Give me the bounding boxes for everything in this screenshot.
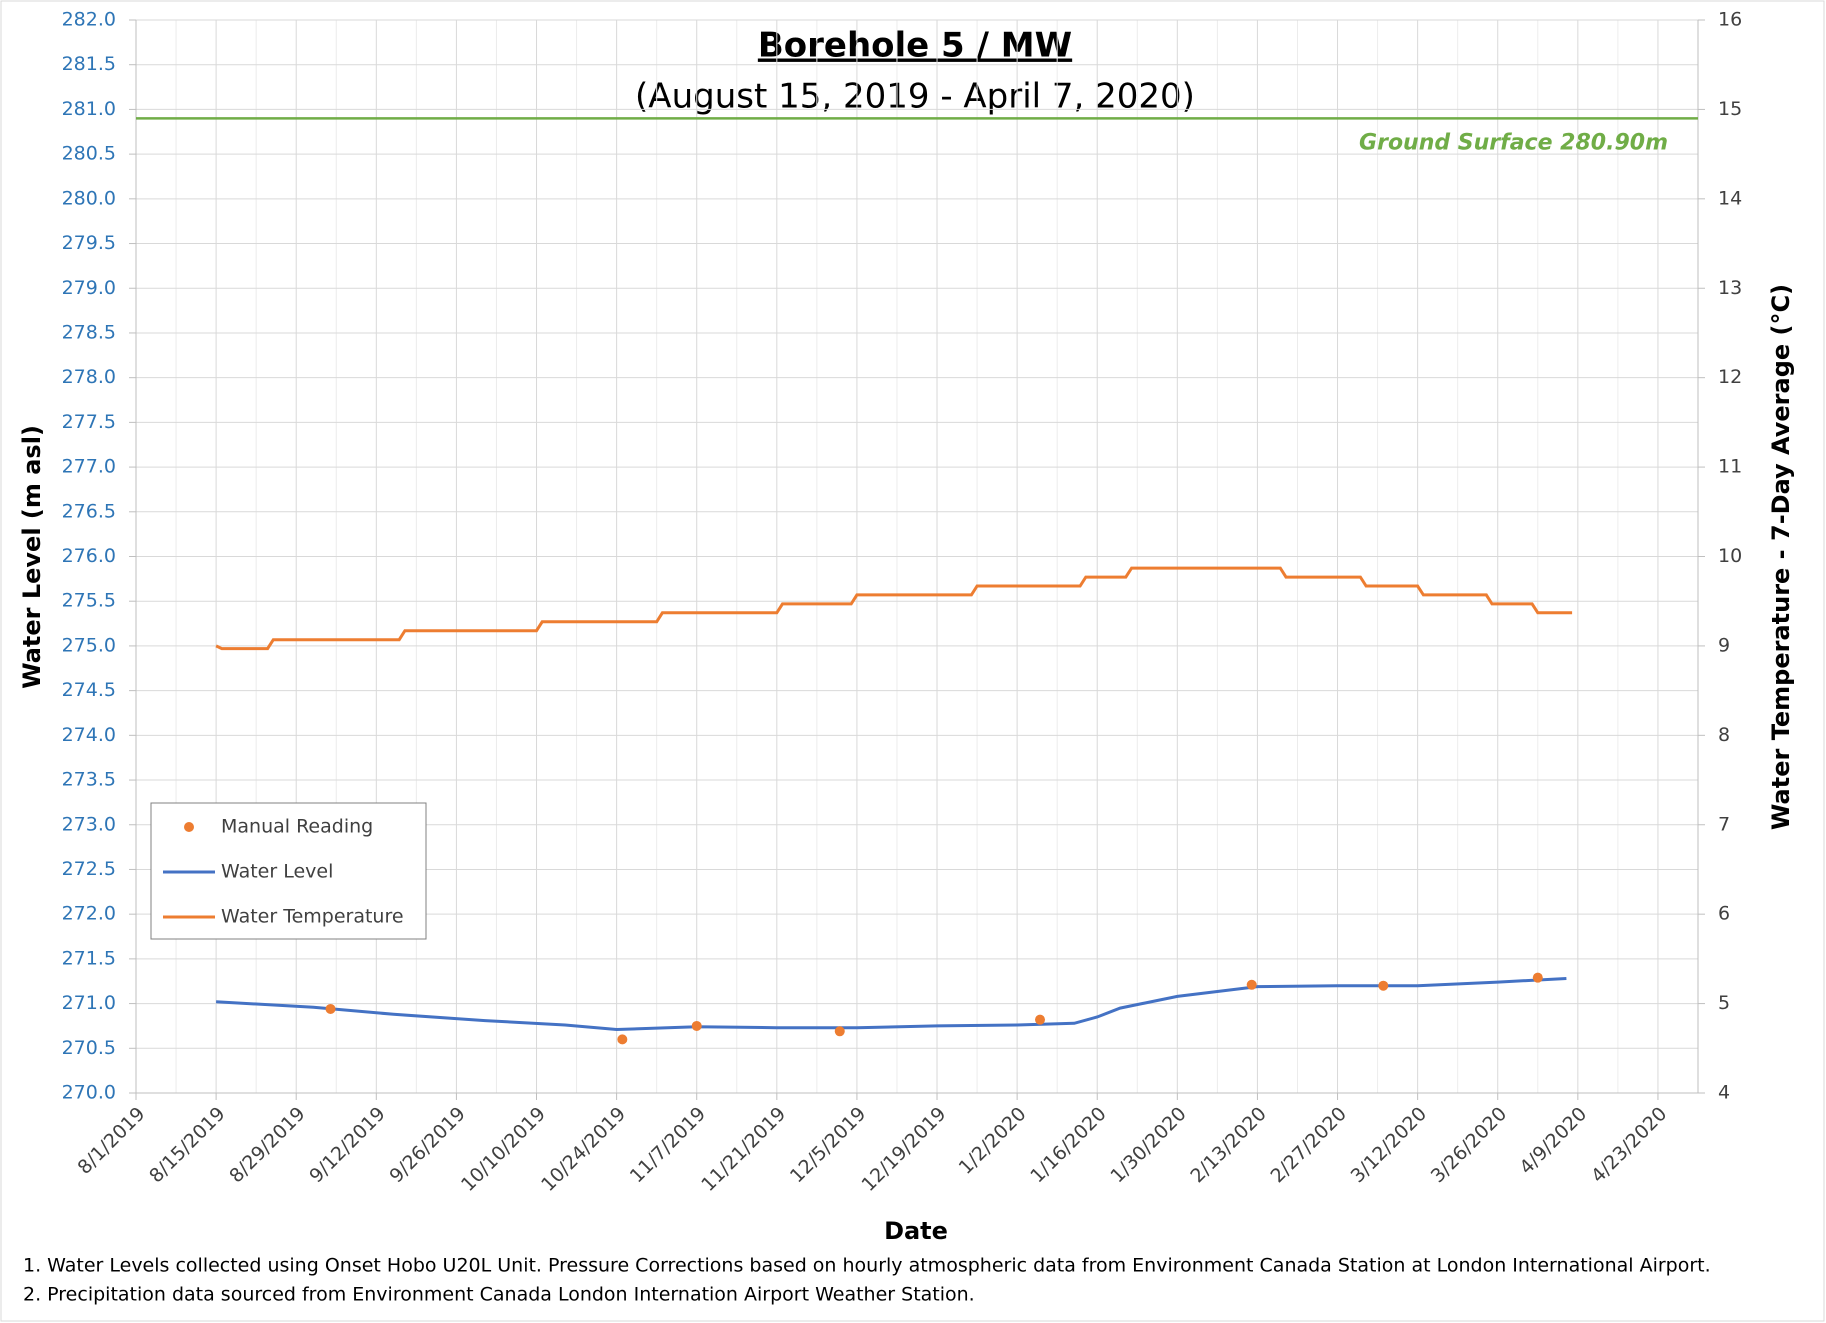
y2-tick-label: 11 (1718, 456, 1742, 478)
footnote: 2. Precipitation data sourced from Envir… (23, 1284, 975, 1306)
y2-tick-label: 16 (1718, 9, 1742, 31)
y-tick-label: 270.0 (62, 1082, 116, 1104)
y2-tick-label: 13 (1718, 277, 1742, 299)
data-line (215, 566, 1573, 651)
x-axis-title: Date (884, 1217, 948, 1245)
y-tick-label: 272.5 (62, 858, 116, 880)
reference-label: Ground Surface 280.90m (1359, 130, 1668, 155)
data-point (1246, 979, 1257, 990)
legend-marker (184, 822, 194, 832)
legend-label: Water Level (221, 861, 333, 883)
y-tick-label: 278.0 (62, 366, 116, 388)
data-point (691, 1020, 702, 1031)
y2-tick-label: 12 (1718, 366, 1742, 388)
y-tick-label: 273.0 (62, 813, 116, 835)
y-tick-label: 278.5 (62, 321, 116, 343)
data-point (1378, 980, 1389, 991)
y-axis-title: Water Level (m asl) (18, 425, 46, 689)
legend-label: Manual Reading (221, 816, 373, 838)
y-tick-label: 274.0 (62, 724, 116, 746)
data-point (834, 1026, 845, 1037)
y-tick-label: 281.5 (62, 53, 116, 75)
y-tick-label: 273.5 (62, 769, 116, 791)
y2-tick-label: 15 (1718, 98, 1742, 120)
y-tick-label: 281.0 (62, 98, 116, 120)
y2-tick-label: 10 (1718, 545, 1742, 567)
y-tick-label: 279.5 (62, 232, 116, 254)
y2-tick-label: 6 (1718, 903, 1730, 925)
y-tick-label: 276.5 (62, 500, 116, 522)
chart-title: Borehole 5 / MW (758, 26, 1072, 66)
y-tick-label: 280.0 (62, 187, 116, 209)
y2-axis-title: Water Temperature - 7-Day Average (°C) (1767, 284, 1795, 830)
y2-tick-label: 14 (1718, 187, 1742, 209)
y-tick-label: 280.5 (62, 143, 116, 165)
y2-tick-label: 4 (1718, 1082, 1730, 1104)
y-tick-label: 282.0 (62, 9, 116, 31)
y-tick-label: 271.5 (62, 947, 116, 969)
data-point (617, 1034, 628, 1045)
chart-subtitle: (August 15, 2019 - April 7, 2020) (635, 77, 1195, 117)
y-tick-label: 277.5 (62, 411, 116, 433)
y-tick-label: 274.5 (62, 679, 116, 701)
y-tick-label: 275.0 (62, 634, 116, 656)
y2-tick-label: 7 (1718, 813, 1730, 835)
footnote: 1. Water Levels collected using Onset Ho… (23, 1255, 1711, 1277)
data-line (216, 977, 1567, 1032)
y2-tick-label: 5 (1718, 992, 1730, 1014)
y-tick-label: 276.0 (62, 545, 116, 567)
y-tick-label: 275.5 (62, 590, 116, 612)
y-tick-label: 270.5 (62, 1037, 116, 1059)
data-point (1532, 972, 1543, 983)
y-tick-label: 277.0 (62, 456, 116, 478)
legend-label: Water Temperature (221, 906, 404, 928)
y-tick-label: 279.0 (62, 277, 116, 299)
y-tick-label: 271.0 (62, 992, 116, 1014)
y2-tick-label: 8 (1718, 724, 1730, 746)
data-point (1035, 1014, 1046, 1025)
data-point (325, 1003, 336, 1014)
y2-tick-label: 9 (1718, 634, 1730, 656)
y-tick-label: 272.0 (62, 903, 116, 925)
